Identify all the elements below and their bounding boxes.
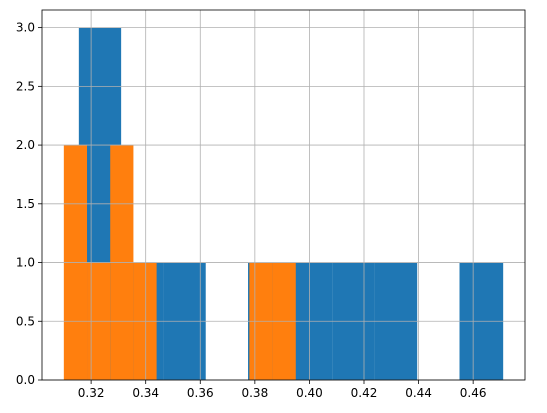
x-axis: 0.32 0.34 0.36 0.38 0.40 0.42 0.44 0.46 <box>78 380 487 400</box>
axes-frame <box>41 9 526 381</box>
y-tick-label-6: 2.5 <box>16 79 35 93</box>
y-tick-label-5: 2.0 <box>16 138 35 152</box>
x-tick-label-7: 0.44 <box>405 386 432 400</box>
x-tick-label-8: 0.46 <box>460 386 487 400</box>
y-tick-label-7: 3.0 <box>16 21 35 35</box>
x-tick-label-3: 0.36 <box>187 386 214 400</box>
y-tick-label-1: 0.0 <box>16 373 35 387</box>
y-tick-label-2: 0.5 <box>16 314 35 328</box>
y-tick-label-3: 1.0 <box>16 256 35 270</box>
x-tick-label-6: 0.42 <box>351 386 378 400</box>
x-tick-label-5: 0.40 <box>296 386 323 400</box>
y-axis: 0.0 0.5 1.0 1.5 2.0 2.5 3.0 <box>16 21 42 387</box>
x-tick-label-2: 0.34 <box>132 386 159 400</box>
x-tick-label-4: 0.38 <box>241 386 268 400</box>
x-tick-label-1: 0.32 <box>78 386 105 400</box>
y-tick-label-4: 1.5 <box>16 197 35 211</box>
